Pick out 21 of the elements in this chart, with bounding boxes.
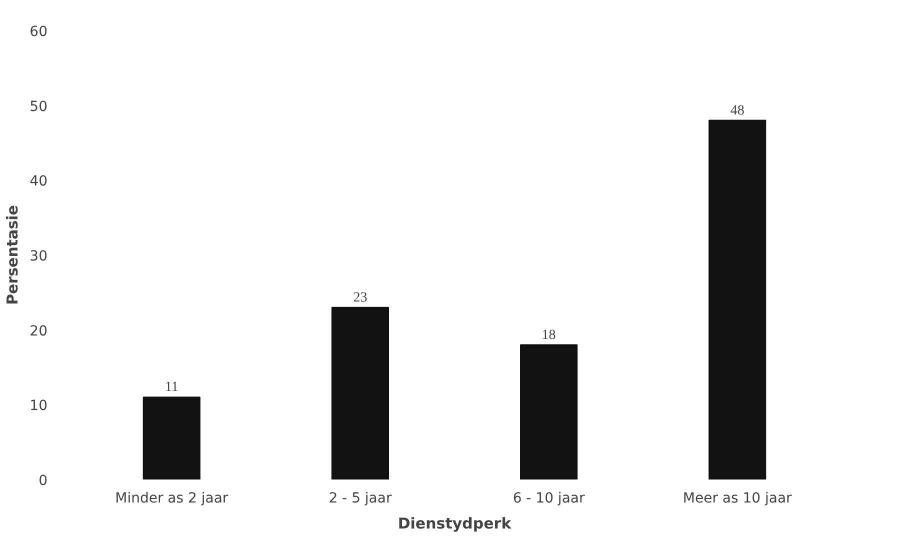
bar	[708, 120, 766, 480]
y-tick-label: 30	[30, 248, 48, 264]
bar	[331, 306, 389, 480]
y-tick-label: 60	[30, 24, 48, 40]
data-label: 11	[164, 380, 178, 396]
y-tick-label: 50	[30, 98, 48, 115]
x-tick-label: 2 - 5 jaar	[328, 490, 392, 506]
x-tick-label: Minder as 2 jaar	[115, 490, 228, 506]
y-tick-label: 0	[38, 473, 48, 489]
bar	[520, 344, 578, 480]
x-tick-label: 6 - 10 jaar	[512, 490, 585, 506]
y-tick-label: 40	[30, 174, 48, 190]
data-label: 18	[542, 328, 556, 343]
y-tick-label: 20	[30, 323, 48, 340]
x-axis-title: Dienstydperk	[398, 514, 512, 532]
bar	[142, 396, 200, 480]
data-label: 23	[353, 290, 368, 306]
x-tick-label: Meer as 10 jaar	[682, 490, 792, 506]
y-tick-label: 10	[30, 398, 48, 414]
data-label: 48	[730, 103, 744, 118]
y-axis-title: Persentasie	[4, 205, 22, 305]
